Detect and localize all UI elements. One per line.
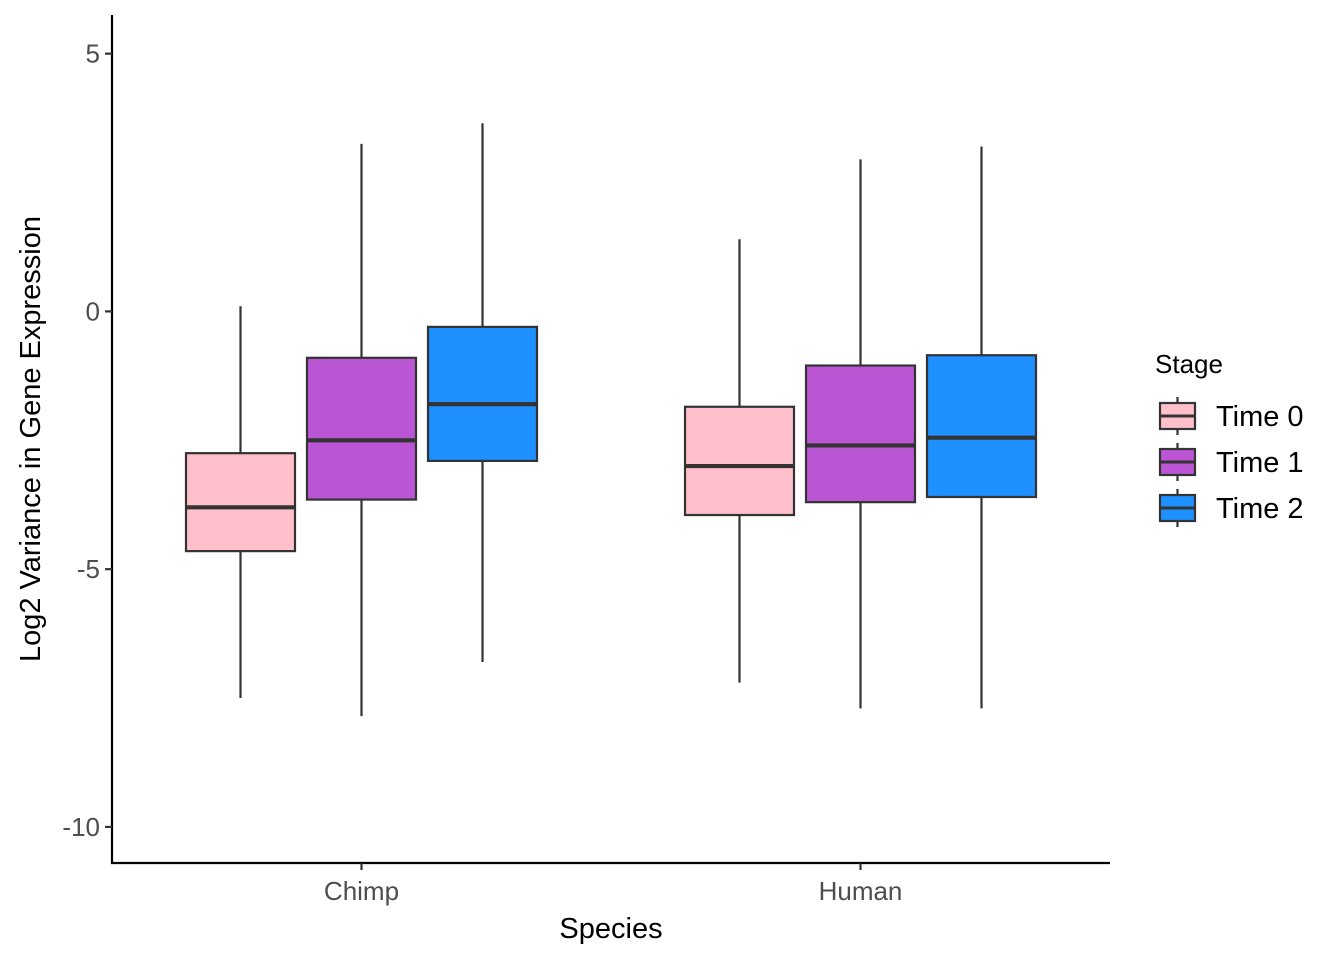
legend-label: Time 2 xyxy=(1216,493,1304,525)
x-tick-label: Chimp xyxy=(324,876,399,906)
y-axis-title: Log2 Variance in Gene Expression xyxy=(15,216,47,662)
legend-label: Time 1 xyxy=(1216,447,1304,479)
legend-item-time-2: Time 2 xyxy=(1158,489,1304,527)
box-body xyxy=(305,356,418,501)
box-body xyxy=(925,354,1038,499)
legend-item-time-0: Time 0 xyxy=(1158,397,1304,435)
box-body xyxy=(184,452,297,553)
box-chimp-time-1 xyxy=(305,143,418,717)
plot-area xyxy=(184,123,1038,717)
box-body xyxy=(804,364,917,504)
box-human-time-2 xyxy=(925,146,1038,709)
x-axis-title: Species xyxy=(559,913,662,945)
x-tick-label: Human xyxy=(819,876,903,906)
y-tick-label: 5 xyxy=(86,39,100,69)
legend-item-time-1: Time 1 xyxy=(1158,443,1304,481)
y-tick-label: 0 xyxy=(86,296,100,326)
y-tick-label: -10 xyxy=(62,812,100,842)
box-human-time-1 xyxy=(804,159,917,709)
axes: 5 0 -5 -10 Chimp Human xyxy=(62,15,1110,906)
legend: Stage Time 0 Time 1 Time 2 xyxy=(1155,349,1304,527)
box-human-time-0 xyxy=(683,239,796,683)
box-chimp-time-0 xyxy=(184,306,297,699)
y-tick-label: -5 xyxy=(77,554,100,584)
box-body xyxy=(426,325,539,463)
legend-title: Stage xyxy=(1155,349,1223,379)
box-body xyxy=(683,405,796,517)
box-chimp-time-2 xyxy=(426,123,539,662)
legend-label: Time 0 xyxy=(1216,401,1304,433)
